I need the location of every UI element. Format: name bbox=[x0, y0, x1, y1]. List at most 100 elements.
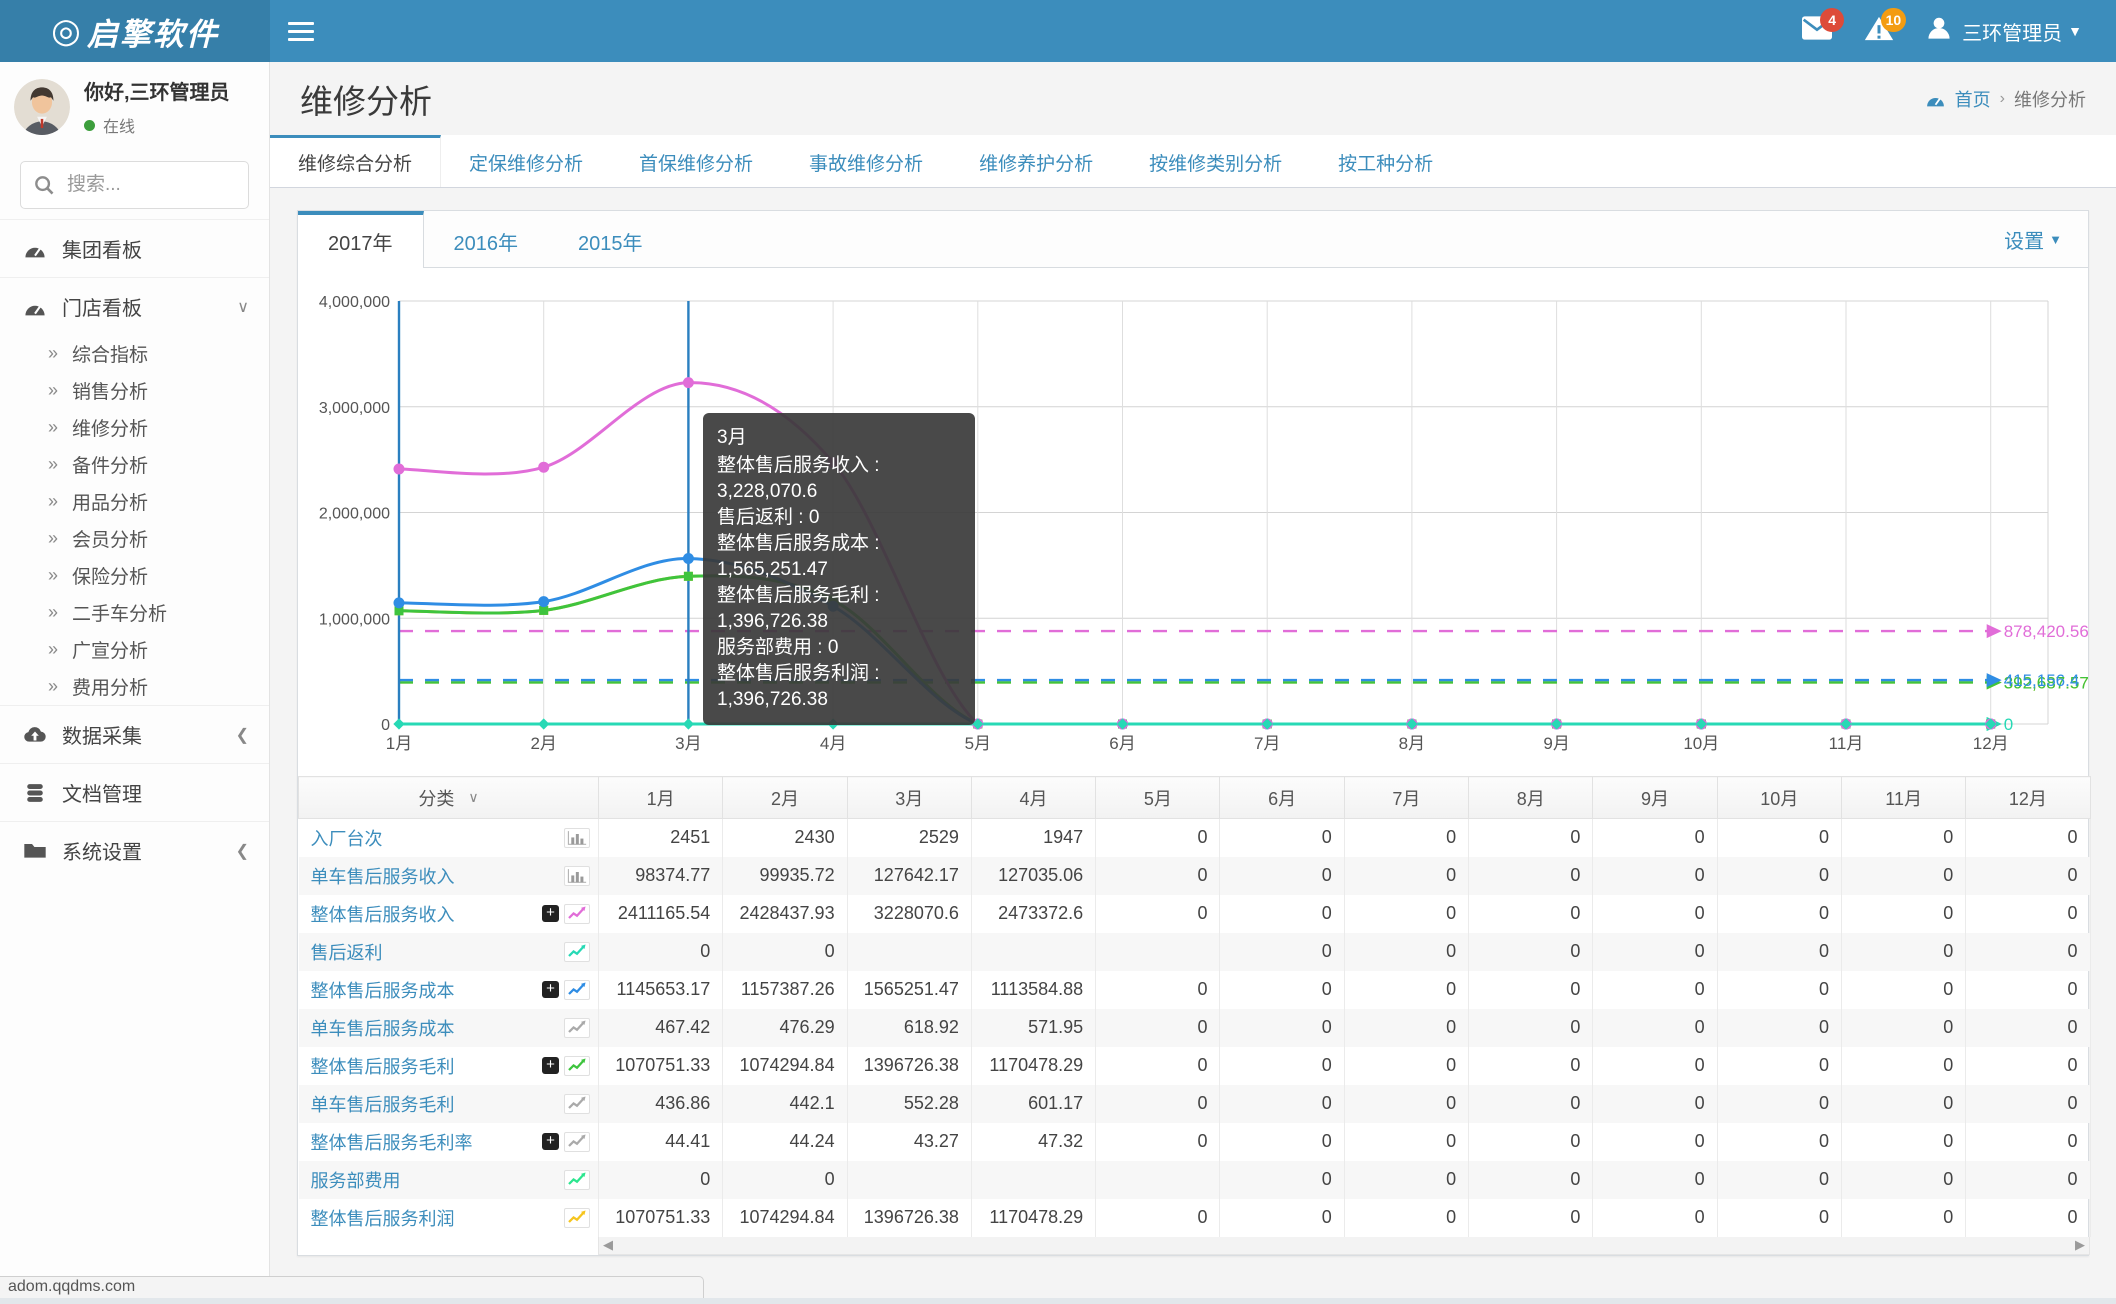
value-cell: 0 bbox=[1095, 1008, 1221, 1047]
y-axis-tick: 2,000,000 bbox=[319, 506, 390, 523]
value-cell: 0 bbox=[1344, 856, 1470, 895]
messages-button[interactable]: 4 bbox=[1786, 0, 1848, 62]
value-cell: 0 bbox=[1468, 932, 1594, 971]
tab-by-maintenance-type[interactable]: 按维修类别分析 bbox=[1149, 154, 1283, 175]
sidebar-item-store-dashboard[interactable]: 门店看板 ∨ bbox=[0, 277, 269, 335]
dashboard-icon bbox=[20, 297, 50, 317]
year-tab-2017年[interactable]: 2017年 bbox=[298, 211, 424, 268]
sparkline-icon[interactable] bbox=[564, 1055, 590, 1076]
value-cell: 0 bbox=[1841, 1008, 1967, 1047]
app-logo[interactable]: ◎ 启擎软件 bbox=[0, 0, 270, 62]
sidebar-subitem-insurance-analysis[interactable]: » 保险分析 bbox=[0, 557, 269, 594]
double-angle-icon: » bbox=[48, 639, 59, 659]
sidebar-subitem-goods-analysis[interactable]: » 用品分析 bbox=[0, 483, 269, 520]
analysis-panel: 2017年 2016年 2015年 设置 ▼ 4,000,000 3,000,000 2… bbox=[297, 210, 2091, 1256]
x-axis-tick: 9月 bbox=[1543, 734, 1569, 753]
value-cell: 476.29 bbox=[722, 1008, 848, 1047]
category-link-per-car-service-revenue[interactable]: 单车售后服务收入 bbox=[310, 866, 455, 887]
sparkline-icon[interactable] bbox=[564, 1169, 590, 1190]
sidebar-item-document-management[interactable]: 文档管理 bbox=[0, 763, 269, 821]
table-row-total-service-revenue: 整体售后服务收入 +2411165.54 2428437.93 3228070.6 24… bbox=[298, 894, 2091, 933]
category-link-per-car-service-gross-profit[interactable]: 单车售后服务毛利 bbox=[310, 1094, 455, 1115]
scroll-right-icon[interactable]: ▶ bbox=[2075, 1237, 2085, 1252]
expand-plus-icon[interactable]: + bbox=[542, 905, 559, 922]
value-cell: 0 bbox=[1095, 856, 1221, 895]
sidebar-subitem-used-car-analysis[interactable]: » 二手车分析 bbox=[0, 594, 269, 631]
value-cell: 0 bbox=[1841, 1122, 1967, 1161]
bar-chart-icon[interactable] bbox=[564, 865, 590, 886]
tab-accident-maintenance[interactable]: 事故维修分析 bbox=[809, 154, 924, 175]
value-cell: 0 bbox=[1219, 818, 1345, 857]
expand-plus-icon[interactable]: + bbox=[542, 1057, 559, 1074]
tab-maintenance-care[interactable]: 维修养护分析 bbox=[979, 154, 1094, 175]
sidebar-subitem-maintenance-analysis[interactable]: » 维修分析 bbox=[0, 409, 269, 446]
x-axis-tick: 7月 bbox=[1254, 734, 1280, 753]
bar-chart-icon[interactable] bbox=[564, 827, 590, 848]
sidebar-subitem-member-analysis[interactable]: » 会员分析 bbox=[0, 520, 269, 557]
category-link-total-service-gross-profit[interactable]: 整体售后服务毛利 bbox=[310, 1056, 455, 1077]
value-cell: 1074294.84 bbox=[722, 1198, 848, 1237]
sidebar-subitem-sales-analysis[interactable]: » 销售分析 bbox=[0, 372, 269, 409]
category-link-per-car-service-cost[interactable]: 单车售后服务成本 bbox=[310, 1018, 455, 1039]
year-tab-2016年[interactable]: 2016年 bbox=[453, 232, 519, 255]
sparkline-icon[interactable] bbox=[564, 1017, 590, 1038]
submenu-store-dashboard: » 综合指标 » 销售分析 » 维修分析 » 备件分析 » 用品分析 » 会员分析 » 保险分析 » 二手车分… bbox=[0, 335, 269, 705]
value-cell: 0 bbox=[1468, 1046, 1594, 1085]
sparkline-icon[interactable] bbox=[564, 941, 590, 962]
value-cell: 0 bbox=[1965, 1122, 2091, 1161]
category-link-gross-profit-margin[interactable]: 整体售后服务毛利率 bbox=[310, 1132, 473, 1153]
value-cell: 99935.72 bbox=[722, 856, 848, 895]
value-cell: 0 bbox=[1717, 1122, 1842, 1161]
double-angle-icon: » bbox=[48, 676, 59, 696]
sparkline-icon[interactable] bbox=[564, 979, 590, 1000]
tab-first-maintenance[interactable]: 首保维修分析 bbox=[639, 154, 754, 175]
value-cell: 0 bbox=[1344, 1160, 1470, 1199]
sparkline-icon[interactable] bbox=[564, 1207, 590, 1228]
sparkline-icon[interactable] bbox=[564, 1093, 590, 1114]
alerts-button[interactable]: 10 bbox=[1848, 0, 1910, 62]
scroll-left-icon[interactable]: ◀ bbox=[603, 1237, 613, 1252]
settings-dropdown[interactable]: 设置 ▼ bbox=[2004, 230, 2062, 253]
expand-plus-icon[interactable]: + bbox=[542, 1133, 559, 1150]
category-link-service-dept-expense[interactable]: 服务部费用 bbox=[310, 1170, 401, 1191]
sidebar-subitem-parts-analysis[interactable]: » 备件分析 bbox=[0, 446, 269, 483]
horizontal-scrollbar[interactable]: ◀ ▶ bbox=[598, 1236, 2090, 1255]
value-cell: 0 bbox=[1592, 1008, 1718, 1047]
sidebar-subitem-composite-index[interactable]: » 综合指标 bbox=[0, 335, 269, 372]
line-chart[interactable]: 4,000,000 3,000,000 2,000,000 1,000,000 0 1月 2… bbox=[298, 268, 2090, 776]
sidebar-subitem-label: 用品分析 bbox=[72, 493, 149, 514]
category-link-entry-count[interactable]: 入厂台次 bbox=[310, 828, 383, 849]
table-header-category[interactable]: 分类 ∨ bbox=[298, 776, 599, 819]
value-cell: 0 bbox=[1717, 970, 1842, 1009]
sidebar-toggle-button[interactable] bbox=[270, 0, 332, 62]
sidebar-item-system-settings[interactable]: 系统设置 ❮ bbox=[0, 821, 269, 879]
value-cell: 0 bbox=[1717, 856, 1842, 895]
value-cell: 0 bbox=[1717, 932, 1842, 971]
x-axis-tick: 1月 bbox=[386, 734, 412, 753]
value-cell: 0 bbox=[1841, 932, 1967, 971]
search-input[interactable] bbox=[67, 174, 236, 196]
sidebar-subitem-expense-analysis[interactable]: » 费用分析 bbox=[0, 668, 269, 705]
breadcrumb-home-link[interactable]: 首页 bbox=[1954, 89, 1991, 110]
sidebar-item-group-dashboard[interactable]: 集团看板 bbox=[0, 219, 269, 277]
category-link-after-sale-rebate[interactable]: 售后返利 bbox=[310, 942, 383, 963]
table-row-service-dept-expense: 服务部费用 0 0 0 0 0 0 0 0 0 bbox=[298, 1160, 2091, 1199]
user-menu[interactable]: 三环管理员 ▼ bbox=[1910, 0, 2098, 62]
tab-by-work-type[interactable]: 按工种分析 bbox=[1338, 154, 1434, 175]
category-link-total-service-profit[interactable]: 整体售后服务利润 bbox=[310, 1208, 455, 1229]
category-link-total-service-cost[interactable]: 整体售后服务成本 bbox=[310, 980, 455, 1001]
value-cell: 0 bbox=[598, 932, 724, 971]
expand-plus-icon[interactable]: + bbox=[542, 981, 559, 998]
value-cell: 98374.77 bbox=[598, 856, 724, 895]
sidebar-item-data-collection[interactable]: 数据采集 ❮ bbox=[0, 705, 269, 763]
sidebar-subitem-advertising-analysis[interactable]: » 广宣分析 bbox=[0, 631, 269, 668]
sparkline-icon[interactable] bbox=[564, 903, 590, 924]
value-cell: 44.41 bbox=[598, 1122, 724, 1161]
content-header: 维修分析 首页 › 维修分析 bbox=[270, 62, 2116, 135]
tab-maintenance-composite[interactable]: 维修综合分析 bbox=[270, 135, 442, 187]
y-axis-tick: 4,000,000 bbox=[319, 294, 390, 311]
sparkline-icon[interactable] bbox=[564, 1131, 590, 1152]
tab-scheduled-maintenance[interactable]: 定保维修分析 bbox=[469, 154, 584, 175]
year-tab-2015年[interactable]: 2015年 bbox=[578, 232, 643, 255]
category-link-total-service-revenue[interactable]: 整体售后服务收入 bbox=[310, 904, 455, 925]
